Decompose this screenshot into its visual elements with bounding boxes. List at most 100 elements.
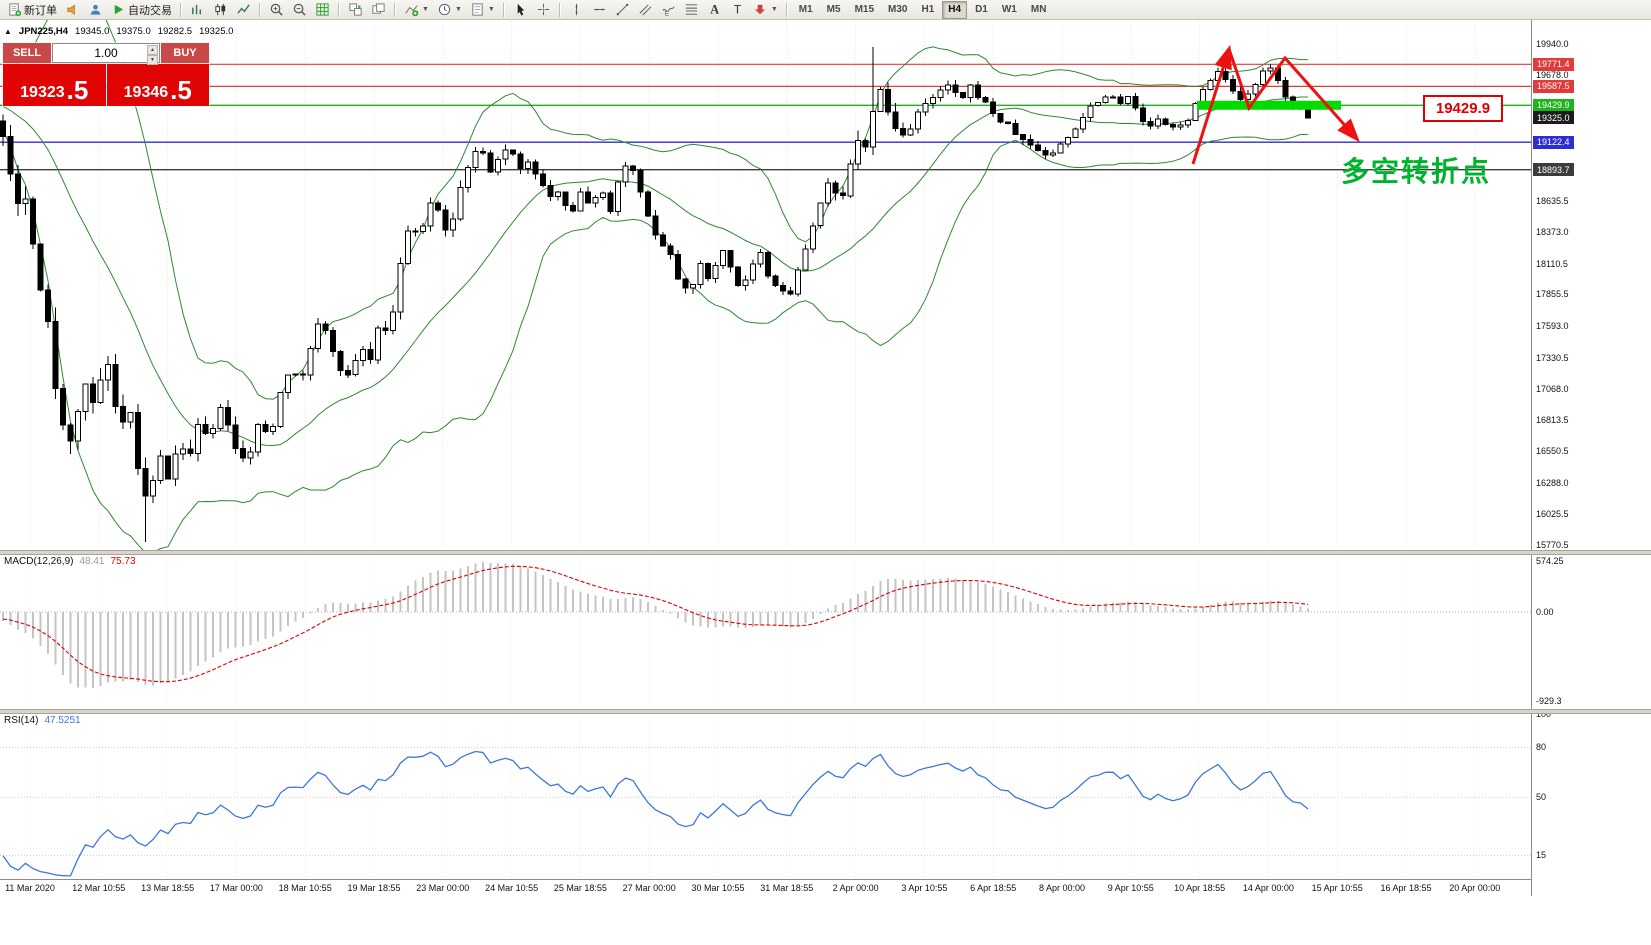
panel-separator-rsi[interactable]: [0, 709, 1651, 714]
template-icon: [472, 3, 483, 16]
ohlc-close: 19325.0: [199, 26, 234, 37]
timeframe-h1-button[interactable]: H1: [921, 4, 935, 15]
tile-icon: [349, 3, 362, 16]
autotrade-button[interactable]: 自动交易: [107, 0, 176, 19]
rsi-panel-canvas[interactable]: [0, 712, 1531, 878]
time-axis-label: 3 Apr 10:55: [901, 883, 948, 893]
price-axis-badge: 18893.7: [1533, 163, 1574, 177]
accounts-button[interactable]: [84, 0, 107, 19]
new-order-button[interactable]: 新订单: [3, 0, 61, 19]
macd-panel-canvas[interactable]: [0, 553, 1531, 709]
buy-button[interactable]: BUY: [161, 43, 209, 63]
grid-layer: [29, 21, 1476, 549]
templates-button[interactable]: ▼: [466, 0, 499, 19]
label-button[interactable]: T: [726, 0, 749, 19]
fibonacci-button[interactable]: [680, 0, 703, 19]
cascade-icon: [372, 3, 385, 14]
line-chart-button[interactable]: [232, 0, 255, 19]
price-axis-label: 18635.5: [1536, 195, 1569, 206]
vertical-line-button[interactable]: [565, 0, 588, 19]
buy-price-box[interactable]: 19346 .5: [106, 64, 209, 106]
price-axis-label: 17593.0: [1536, 321, 1569, 331]
periods-button[interactable]: ▼: [433, 0, 466, 19]
svg-text:T: T: [734, 3, 742, 17]
time-axis-label: 2 Apr 00:00: [832, 883, 879, 893]
time-axis[interactable]: 11 Mar 2020 12 Mar 10:55 13 Mar 18:55 17 Ma…: [0, 879, 1531, 897]
panel-separator-macd[interactable]: [0, 550, 1651, 555]
elliott-wave-button[interactable]: E: [657, 0, 680, 19]
price-axis-badge: 19771.4: [1533, 57, 1574, 71]
time-axis-label: 6 Apr 18:55: [970, 883, 1017, 893]
time-axis-label: 23 Mar 00:00: [416, 883, 470, 893]
horizontal-line-button[interactable]: [588, 0, 611, 19]
play-icon: [114, 4, 124, 15]
timeframe-m5-button[interactable]: M5: [826, 4, 841, 15]
time-axis-label: 14 Apr 00:00: [1242, 883, 1294, 893]
volume-spinner: ▲ ▼: [147, 45, 158, 65]
price-axis-label: 19678.0: [1536, 70, 1569, 81]
main-chart-canvas[interactable]: [0, 0, 1531, 551]
crosshair-icon: [537, 3, 549, 16]
price-axis-label: 16025.5: [1536, 509, 1569, 520]
collapse-trade-panel-icon[interactable]: ▲: [4, 27, 12, 36]
bar-chart-button[interactable]: [186, 0, 209, 19]
sell-price-pips: .5: [66, 75, 89, 106]
sell-button[interactable]: SELL: [3, 43, 51, 63]
bars-icon: [192, 4, 202, 15]
add-indicator-icon: [405, 5, 419, 17]
fibo-icon: [685, 4, 697, 15]
timeframe-mn-button[interactable]: MN: [1030, 4, 1047, 15]
vline-icon: [575, 3, 578, 16]
macd-axis-label: -929.3: [1536, 696, 1562, 706]
zoom-out-button[interactable]: [288, 0, 311, 19]
time-axis-label: 24 Mar 10:55: [485, 883, 539, 893]
hline-icon: [593, 8, 605, 11]
autotrade-button-label: 自动交易: [128, 4, 172, 17]
toolbar-separator: [558, 2, 561, 17]
trendline-icon: [616, 3, 629, 16]
rsi-title: RSI(14): [4, 715, 39, 726]
price-axis-label: 18110.5: [1536, 258, 1568, 269]
rsi-label: RSI(14) 47.5251: [4, 715, 81, 726]
zoom-in-button[interactable]: [265, 0, 288, 19]
timeframe-m1-button[interactable]: M1: [798, 4, 813, 15]
rsi-axis-label: 100: [1536, 709, 1552, 719]
time-axis-label: 17 Mar 00:00: [209, 883, 263, 893]
timeframe-m15-button[interactable]: M15: [854, 4, 875, 15]
alerts-button[interactable]: [61, 0, 84, 19]
time-axis-label: 16 Apr 18:55: [1380, 883, 1432, 893]
zoom-in-icon: [270, 3, 283, 16]
timeframe-d1-button[interactable]: D1: [975, 4, 988, 15]
dropdown-caret-icon: ▼: [487, 6, 495, 13]
cascade-windows-button[interactable]: [367, 0, 390, 19]
text-button[interactable]: A: [703, 0, 726, 19]
new-order-button-label: 新订单: [24, 4, 57, 17]
sell-price-box[interactable]: 19323 .5: [3, 64, 106, 106]
tile-windows-button[interactable]: [344, 0, 367, 19]
volume-up-button[interactable]: ▲: [147, 45, 158, 55]
cursor-icon: [517, 3, 525, 16]
price-axis-label: 17330.5: [1536, 352, 1569, 363]
crosshair-button[interactable]: [532, 0, 555, 19]
channel-button[interactable]: [634, 0, 657, 19]
volume-input[interactable]: [77, 46, 135, 60]
grid-button[interactable]: [311, 0, 334, 19]
macd-label: MACD(12,26,9) 48.41 75.73: [4, 556, 136, 567]
price-axis-label: 16550.5: [1536, 446, 1569, 457]
candlestick-chart-button[interactable]: [209, 0, 232, 19]
toolbar-separator: [394, 2, 396, 17]
line-icon: [237, 4, 250, 14]
price-axis-badge: 19122.4: [1533, 135, 1574, 149]
time-axis-label: 19 Mar 18:55: [347, 883, 401, 893]
indicators-button[interactable]: ▼: [400, 0, 433, 19]
timeframe-m30-button[interactable]: M30: [888, 4, 908, 15]
volume-down-button[interactable]: ▼: [147, 55, 158, 65]
timeframe-h4-button[interactable]: H4: [942, 0, 968, 19]
timeframe-w1-button[interactable]: W1: [1001, 4, 1017, 15]
shapes-button[interactable]: ▼: [749, 0, 782, 19]
trendline-button[interactable]: [611, 0, 634, 19]
toolbar-separator: [259, 2, 261, 17]
cursor-button[interactable]: [509, 0, 532, 19]
grid-icon: [316, 3, 329, 16]
